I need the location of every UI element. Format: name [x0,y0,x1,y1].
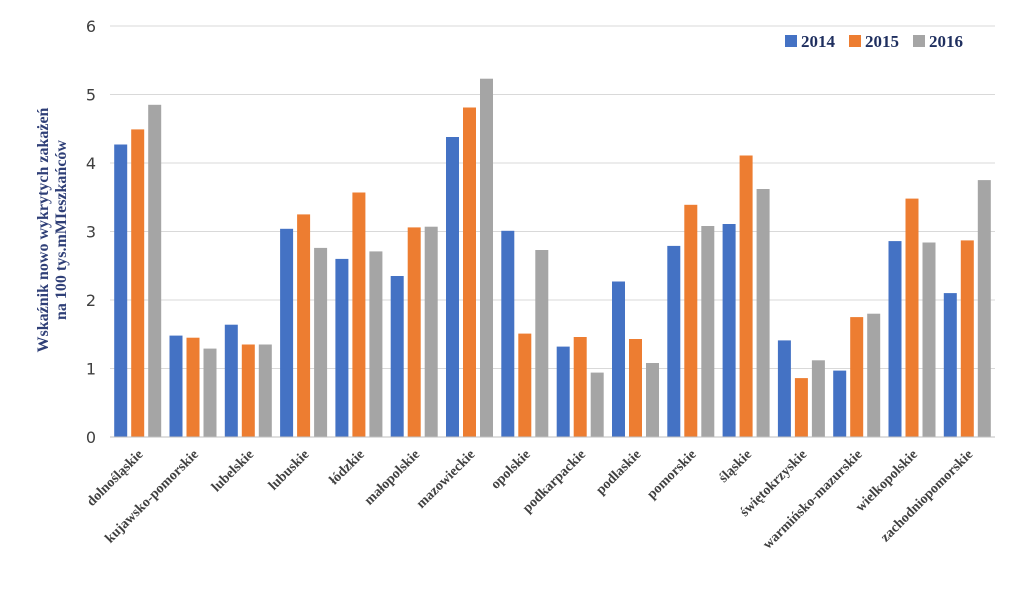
y-axis-title-line1: Wskaźnik nowo wykrytych zakażeń [35,107,52,352]
y-tick-label: 3 [86,223,96,242]
y-tick-label: 4 [86,154,96,173]
bar-2015-7 [518,333,532,437]
bar-2016-6 [480,78,493,437]
bar-2016-12 [811,360,825,437]
x-category-label: mazowieckie [414,447,478,511]
bar-2014-11 [722,224,736,437]
bar-2015-14 [905,198,919,437]
bar-2015-6 [463,107,476,437]
bar-2014-7 [501,230,515,437]
y-tick-label: 1 [86,360,96,379]
bar-2016-14 [922,242,936,437]
bar-2016-11 [756,189,770,437]
bar-2014-10 [667,245,681,437]
y-tick-label: 0 [86,428,96,447]
bar-2014-12 [777,340,791,437]
x-category-label: łódzkie [327,447,368,488]
y-axis-title: Wskaźnik nowo wykrytych zakażeń na 100 t… [35,107,70,352]
bar-2014-1 [169,335,183,437]
legend-swatch-2016 [913,35,925,47]
bar-2016-0 [148,104,162,438]
bar-2016-5 [424,226,438,437]
y-tick-label: 2 [86,291,96,310]
bar-2016-13 [867,313,881,437]
gridlines [110,25,995,369]
x-category-label: śląskie [716,447,755,486]
bar-2015-0 [131,129,145,437]
x-category-label: zachodniopomorskie [878,447,976,545]
bar-2015-3 [297,214,311,437]
bar-2014-5 [390,276,404,437]
bar-2014-4 [335,258,349,437]
bar-2014-0 [114,144,128,437]
legend-label-2014: 2014 [801,32,836,51]
bar-2014-9 [612,281,625,437]
bar-2015-1 [186,337,200,437]
legend-label-2015: 2015 [865,32,899,51]
bar-2016-2 [258,344,272,437]
bar-2016-1 [203,348,217,437]
bar-2015-11 [739,155,753,437]
bar-2014-6 [446,137,459,437]
legend-swatch-2015 [849,35,861,47]
x-category-label: lubuskie [266,447,312,493]
legend: 2014 2015 2016 [785,32,963,51]
y-axis-title-line2: na 100 tys.mMIeszkańców [53,140,70,320]
bar-2016-8 [590,372,604,437]
legend-label-2016: 2016 [929,32,963,51]
x-category-label: lubelskie [209,447,257,495]
x-category-label: warmińsko-mazurskie [760,447,865,552]
bar-2014-8 [556,346,570,437]
bar-2015-12 [794,378,808,437]
bar-2015-5 [407,227,421,437]
x-category-label: pomorskie [644,447,699,502]
bar-2015-4 [352,192,366,437]
y-tick-label: 6 [86,17,96,36]
bar-2015-2 [241,344,255,437]
bar-2016-3 [314,247,328,437]
bar-2014-2 [224,324,238,437]
bar-2015-9 [629,339,642,437]
x-category-label: opolskie [488,447,533,492]
legend-swatch-2014 [785,35,797,47]
bar-2016-4 [369,251,383,437]
bar-2014-15 [943,293,957,437]
bar-2014-13 [833,370,847,437]
x-category-label: kujawsko-pomorskie [103,447,202,546]
bars [114,78,991,438]
bar-2015-15 [960,240,974,437]
bar-2016-10 [701,226,715,437]
bar-2015-8 [573,337,587,437]
y-tick-label: 5 [86,86,96,105]
bar-2016-7 [535,250,549,437]
x-category-label: podlaskie [594,447,645,498]
x-category-label: małopolskie [362,447,423,508]
bar-2015-13 [850,317,864,437]
bar-2016-15 [977,180,991,437]
y-axis-ticks: 0 1 2 3 4 5 6 [86,17,96,447]
bar-2016-9 [646,363,659,437]
bar-2014-3 [280,228,294,437]
bar-2015-10 [684,204,698,437]
bar-2014-14 [888,241,902,437]
